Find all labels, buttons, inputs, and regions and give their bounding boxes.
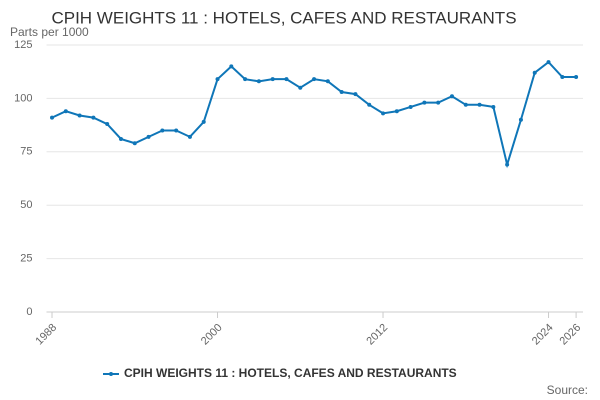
x-tick-label: 2000 [199, 322, 225, 348]
point [518, 117, 523, 122]
point [491, 104, 496, 109]
point [353, 92, 358, 97]
legend-marker [109, 372, 113, 376]
point [298, 85, 303, 90]
point [436, 100, 441, 105]
point [325, 79, 330, 84]
point [243, 77, 248, 82]
y-tick-label: 100 [14, 92, 32, 104]
source: Source: [547, 383, 588, 397]
y-tick-label: 0 [26, 306, 32, 318]
y-tick-label: 50 [20, 199, 32, 211]
point [105, 122, 110, 127]
point [270, 77, 275, 82]
point [546, 60, 551, 65]
point [463, 102, 468, 107]
x-tick-label: 2024 [530, 322, 556, 348]
point [422, 100, 427, 105]
point [339, 89, 344, 94]
point [532, 70, 537, 75]
point [91, 115, 96, 120]
point [367, 102, 372, 107]
point [408, 104, 413, 109]
point [118, 136, 123, 141]
point [174, 128, 179, 133]
y-tick-label: 75 [20, 146, 32, 158]
y-axis-label: Parts per 1000 [10, 25, 89, 39]
point [394, 109, 399, 114]
x-tick-label: 2012 [364, 322, 390, 348]
x-tick-label: 2026 [557, 322, 583, 348]
point [201, 119, 206, 124]
y-tick-label: 25 [20, 253, 32, 265]
point [574, 75, 579, 80]
point [477, 102, 482, 107]
x-tick-label: 1988 [33, 322, 59, 348]
point [505, 162, 510, 167]
point [449, 94, 454, 99]
point [146, 134, 151, 139]
point [50, 115, 55, 120]
chart-title: CPIH WEIGHTS 11 : HOTELS, CAFES AND REST… [51, 8, 516, 27]
point [63, 109, 68, 114]
legend-label: CPIH WEIGHTS 11 : HOTELS, CAFES AND REST… [124, 366, 457, 380]
point [256, 79, 261, 84]
point [229, 64, 234, 69]
point [560, 75, 565, 80]
point [284, 77, 289, 82]
point [77, 113, 82, 118]
point [381, 111, 386, 116]
y-tick-label: 125 [14, 39, 32, 51]
point [132, 141, 137, 146]
point [187, 134, 192, 139]
point [215, 77, 220, 82]
point [312, 77, 317, 82]
point [160, 128, 165, 133]
